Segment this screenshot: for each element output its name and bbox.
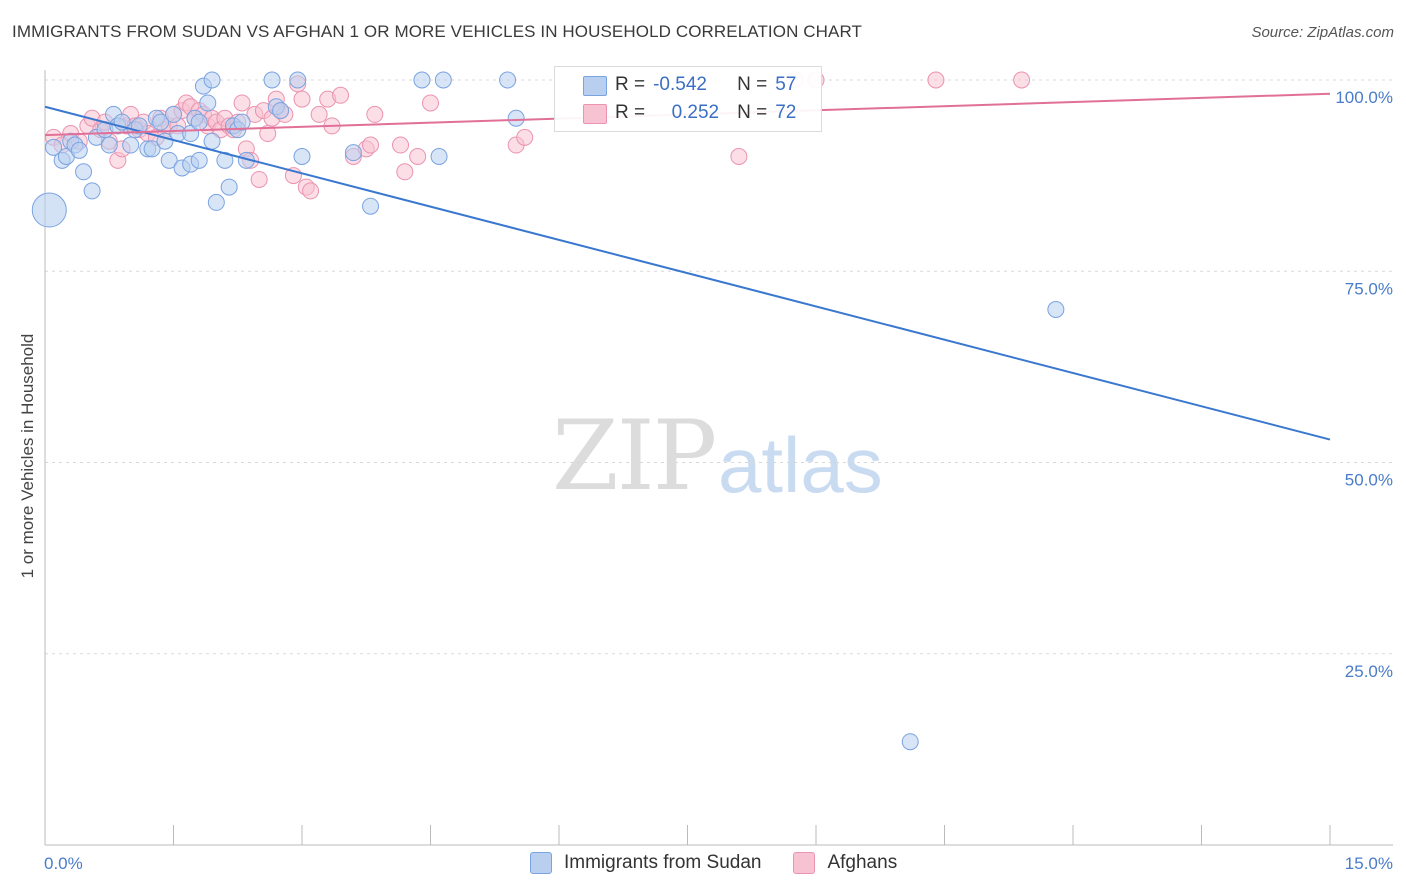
x-tick-label: 0.0% — [44, 854, 83, 873]
sudan-point — [203, 132, 221, 150]
legend-r-label: R = — [615, 74, 646, 95]
sudan-point — [901, 733, 919, 751]
sudan-point — [362, 197, 380, 215]
afghan-point — [516, 128, 534, 146]
watermark-atlas: atlas — [718, 421, 883, 509]
sudan-point — [507, 109, 525, 127]
sudan-points — [31, 71, 1065, 751]
afghan-point — [362, 136, 380, 154]
afghan-point — [1013, 71, 1031, 89]
sudan-point — [160, 151, 178, 169]
afghan-point — [392, 136, 410, 154]
sudan-point — [499, 71, 517, 89]
afghan-point — [293, 90, 311, 108]
sudan-point — [434, 71, 452, 89]
sudan-point — [165, 105, 182, 123]
y-tick-label: 25.0% — [1345, 662, 1393, 681]
legend-row-sudan: R = -0.542 N = 57 — [615, 73, 796, 97]
series-legend: Immigrants from Sudan Afghans — [530, 852, 897, 874]
afghan-points — [45, 71, 1031, 200]
sudan-point — [263, 71, 281, 89]
trend-lines — [44, 92, 1331, 441]
legend-n-value: 57 — [775, 74, 797, 95]
afghan-point — [927, 71, 945, 89]
sudan-point — [199, 94, 217, 112]
legend-n-label: N = — [737, 102, 768, 123]
afghan-point — [396, 163, 414, 181]
y-tick-label: 100.0% — [1335, 88, 1393, 107]
axes — [44, 70, 1393, 846]
afghan-point — [250, 170, 268, 188]
sudan-point — [190, 151, 208, 169]
y-axis-label: 1 or more Vehicles in Household — [18, 334, 37, 579]
y-tick-label: 75.0% — [1345, 279, 1393, 298]
sudan-point — [207, 193, 225, 211]
sudan-point — [143, 140, 161, 158]
correlation-legend: R = -0.542 N = 57 R = 0.252 N = 72 — [554, 66, 822, 132]
sudan-point — [45, 138, 63, 156]
sudan-point — [100, 136, 118, 154]
sudan-point — [70, 141, 88, 159]
sudan-point — [122, 136, 140, 154]
legend-swatch-afghan — [583, 104, 607, 124]
legend-r-value: -0.542 — [653, 74, 707, 95]
sudan-point — [272, 102, 290, 120]
sudan-point — [344, 144, 362, 162]
watermark-zip: ZIP — [552, 400, 717, 512]
afghan-point — [310, 105, 328, 123]
legend-label-sudan: Immigrants from Sudan — [564, 852, 762, 873]
sudan-point — [83, 182, 101, 200]
sudan-point — [220, 178, 238, 196]
sudan-point — [233, 113, 251, 131]
afghan-point — [302, 182, 320, 200]
sudan-point — [216, 151, 234, 169]
y-tick-label: 50.0% — [1345, 471, 1393, 490]
sudan-point — [430, 148, 448, 165]
sudan-trend-line — [44, 105, 1331, 441]
sudan-point — [75, 163, 93, 181]
sudan-point — [190, 113, 208, 131]
sudan-point — [203, 71, 221, 89]
legend-row-afghan: R = 0.252 N = 72 — [615, 101, 796, 125]
afghan-point — [233, 94, 251, 112]
legend-swatch-sudan — [583, 76, 607, 96]
sudan-point — [31, 192, 67, 228]
legend-label-afghan: Afghans — [827, 852, 898, 873]
sudan-point — [152, 113, 170, 131]
sudan-point — [293, 148, 311, 165]
source-label: Source: ZipAtlas.com — [1251, 24, 1394, 41]
legend-r-label: R = — [615, 102, 646, 123]
legend-n-value: 72 — [775, 102, 797, 123]
chart-title: IMMIGRANTS FROM SUDAN VS AFGHAN 1 OR MOR… — [12, 22, 863, 41]
tick-labels: 100.0% 75.0% 50.0% 25.0% 0.0% 15.0% — [44, 88, 1393, 873]
legend-n-label: N = — [737, 74, 768, 95]
afghan-point — [332, 86, 350, 104]
afghan-point — [422, 94, 439, 112]
afghan-point — [730, 148, 748, 165]
sudan-point — [413, 71, 431, 89]
legend-swatch-sudan — [530, 852, 552, 874]
afghan-point — [409, 148, 427, 165]
x-tick-label: 15.0% — [1345, 854, 1393, 873]
sudan-point — [289, 71, 307, 89]
legend-r-value: 0.252 — [671, 102, 720, 123]
sudan-point — [1047, 301, 1065, 318]
legend-swatch-afghan — [793, 852, 816, 874]
afghan-point — [366, 105, 384, 123]
